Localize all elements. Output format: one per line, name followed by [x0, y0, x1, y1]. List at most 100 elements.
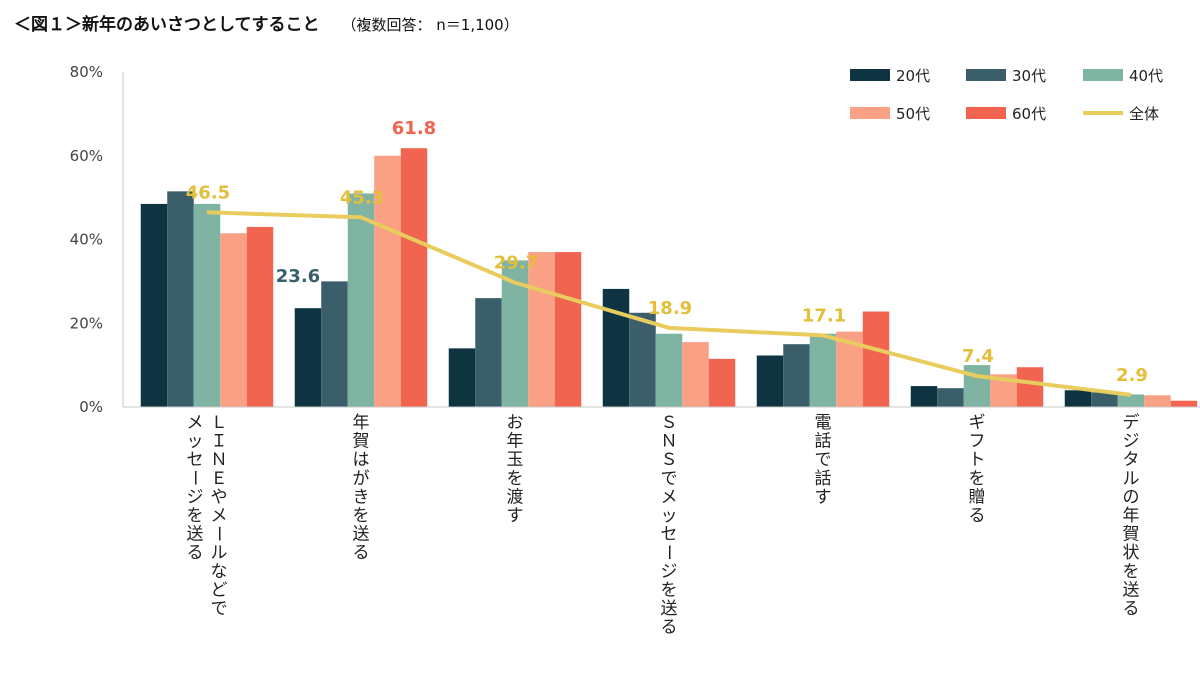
legend-swatch — [966, 69, 1006, 81]
category-label-char: お — [507, 413, 524, 433]
category-label-char: ジ — [187, 487, 204, 507]
bar — [1144, 395, 1171, 407]
bar — [1091, 392, 1118, 407]
bar — [193, 203, 221, 407]
bar — [167, 191, 194, 407]
bar — [528, 252, 555, 407]
bar — [347, 193, 375, 407]
bar — [1064, 390, 1092, 407]
legend-label: 30代 — [1012, 67, 1046, 85]
bar — [708, 358, 736, 407]
y-tick-label: 80% — [70, 63, 103, 81]
category-label-char: Ｉ — [211, 432, 228, 452]
bar — [1117, 394, 1145, 407]
category-label-char: Ｓ — [661, 413, 678, 433]
category-label-char: を — [353, 506, 370, 526]
y-tick-label: 20% — [70, 314, 103, 332]
legend-swatch — [850, 69, 890, 81]
bar — [910, 386, 938, 407]
category-label-char: る — [1123, 599, 1140, 619]
category-label-char: ー — [184, 469, 204, 486]
bar — [629, 312, 656, 407]
y-tick-label: 40% — [70, 231, 103, 249]
category-label-char: ー — [208, 525, 228, 542]
category-label-char: 年 — [1123, 506, 1140, 526]
category-label-char: メ — [187, 413, 204, 433]
data-label: 2.9 — [1116, 365, 1148, 386]
category-label-char: で — [211, 599, 228, 619]
data-label: 29.7 — [494, 253, 538, 274]
category-label-char: 年 — [507, 432, 524, 452]
bar — [1170, 400, 1198, 407]
category-label-char: Ｌ — [211, 413, 228, 433]
category-label-char: 賀 — [353, 432, 370, 452]
category-label-char: メ — [661, 487, 678, 507]
category-label-char: 玉 — [507, 450, 524, 470]
bar — [140, 203, 168, 407]
bar — [321, 281, 348, 407]
category-label-char: す — [815, 487, 832, 507]
category-label-char: メ — [211, 506, 228, 526]
category-label-char: ジ — [661, 562, 678, 582]
category-label-char: ギ — [969, 413, 986, 433]
category-label-char: る — [187, 543, 204, 563]
legend-label: 60代 — [1012, 105, 1046, 123]
category-label-char: 送 — [661, 599, 678, 619]
chart-subtitle: （複数回答： n＝1,100） — [341, 16, 519, 34]
data-label: 61.8 — [392, 118, 436, 139]
category-label-char: を — [1123, 562, 1140, 582]
bar — [400, 148, 428, 407]
category-label-char: る — [661, 618, 678, 638]
series-line — [206, 210, 1132, 397]
category-label-char: 状 — [1123, 543, 1140, 563]
category-label-char: 話 — [815, 469, 832, 489]
y-tick-label: 60% — [70, 147, 103, 165]
category-label-char: る — [969, 506, 986, 526]
category-label-char: で — [661, 469, 678, 489]
data-label: 17.1 — [802, 305, 846, 326]
category-label-char: 送 — [1123, 580, 1140, 600]
bar — [220, 233, 247, 407]
data-label: 23.6 — [276, 266, 320, 287]
category-label-char: デ — [1123, 412, 1140, 433]
bar — [1016, 367, 1044, 407]
category-label-char: 賀 — [1123, 525, 1140, 545]
category-label-char: Ｓ — [661, 450, 678, 470]
category-label-char: 送 — [353, 525, 370, 545]
category-label-char: で — [815, 450, 832, 470]
category-label-char: す — [507, 506, 524, 526]
category-label-char: が — [353, 469, 370, 489]
bar — [475, 298, 502, 407]
legend-label: 40代 — [1129, 67, 1163, 85]
data-label: 45.3 — [340, 187, 384, 208]
category-label-char: タ — [1123, 450, 1140, 470]
category-label-char: は — [353, 450, 370, 470]
bar — [602, 288, 630, 407]
category-label-char: ど — [211, 580, 228, 600]
legend-label: 全体 — [1129, 105, 1159, 123]
legend-swatch — [1083, 69, 1123, 81]
category-label-char: ジ — [1123, 432, 1140, 452]
chart-title-bar: ＜図１＞新年のあいさつとしてすること （複数回答： n＝1,100） — [14, 10, 519, 35]
category-label-char: ッ — [661, 506, 678, 526]
category-label-char: を — [969, 469, 986, 489]
bar — [246, 226, 274, 407]
category-label-char: を — [187, 506, 204, 526]
legend-label: 20代 — [896, 67, 930, 85]
category-label-char: フ — [969, 432, 986, 452]
bar — [963, 365, 991, 407]
bar — [294, 308, 322, 407]
category-label-char: セ — [187, 450, 204, 470]
bar — [783, 344, 810, 407]
category-label-char: 話 — [815, 432, 832, 452]
category-label-char: を — [507, 469, 524, 489]
category-label-char: Ｅ — [211, 469, 228, 489]
category-label-char: ッ — [187, 432, 204, 452]
chart-title: ＜図１＞新年のあいさつとしてすること — [14, 15, 320, 35]
category-label-char: ー — [658, 544, 678, 561]
category-label-char: 渡 — [507, 487, 524, 507]
data-label: 46.5 — [186, 182, 230, 203]
bar — [937, 388, 964, 407]
